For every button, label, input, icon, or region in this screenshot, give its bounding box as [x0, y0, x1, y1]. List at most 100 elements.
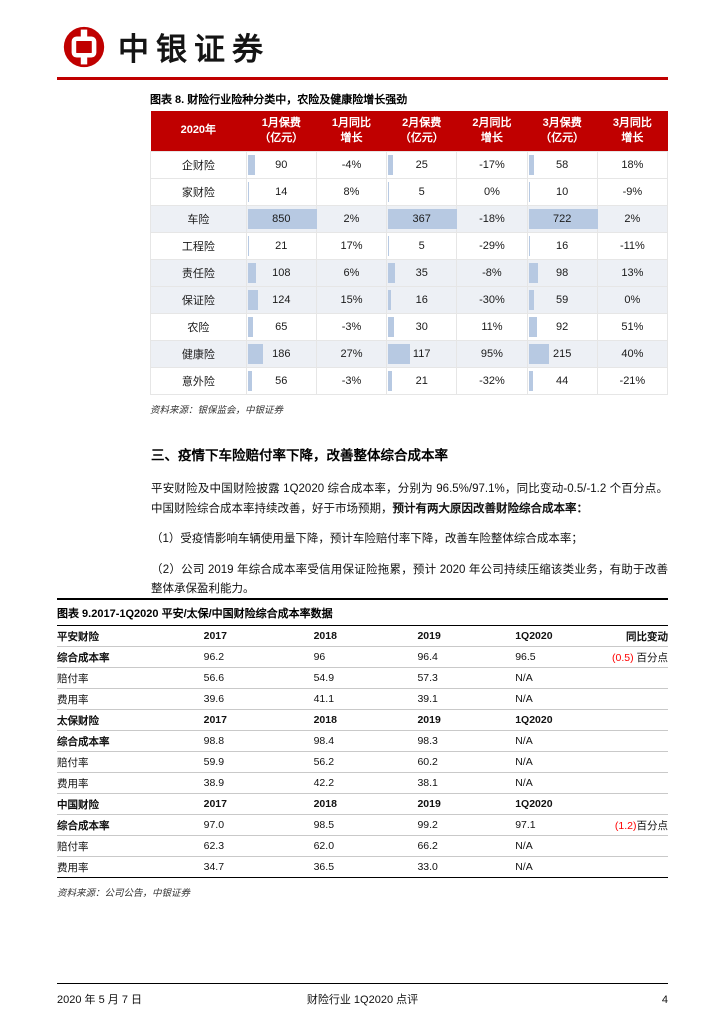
m3-yoy-cell: 51% — [596, 312, 669, 341]
section-year — [588, 709, 668, 731]
m1-premium-cell: 124 — [245, 285, 317, 314]
row-label: 农险 — [150, 312, 247, 341]
section-name: 平安财险 — [57, 625, 204, 647]
metric-value: 96.2 — [203, 646, 314, 668]
m2-premium-cell: 367 — [386, 204, 458, 233]
data-bar — [528, 343, 550, 364]
figure8-table: 2020年 1月保费 （亿元） 1月同比 增长 2月保费 （亿元） 2月同比 增长 3月… — [150, 111, 669, 395]
m2-yoy-cell: -30% — [456, 285, 528, 314]
yoy-change-cell: (0.5) 百分点 — [588, 646, 668, 668]
section-name: 中国财险 — [57, 793, 204, 815]
metric-value: 96.4 — [417, 646, 516, 668]
m1-yoy-cell: 17% — [315, 231, 388, 260]
metric-value: 60.2 — [417, 751, 516, 773]
metric-value: 96 — [313, 646, 418, 668]
m2-yoy-cell: 0% — [456, 177, 528, 206]
metric-value: N/A — [515, 772, 589, 794]
m1-premium-cell: 90 — [245, 150, 317, 179]
m1-premium-cell: 186 — [245, 339, 317, 368]
figure9-source: 资料来源：公司公告，中银证券 — [57, 888, 191, 899]
m1-premium-cell: 65 — [245, 312, 317, 341]
col-m2-premium: 2月保费 （亿元） — [386, 111, 457, 152]
m2-premium-cell: 25 — [386, 150, 458, 179]
section-year — [588, 793, 668, 815]
m1-yoy-cell: 6% — [315, 258, 388, 287]
section-name: 太保财险 — [57, 709, 204, 731]
data-bar — [528, 262, 538, 283]
figure9-section-header: 中国财险 2017 2018 2019 1Q2020 — [57, 793, 668, 815]
boc-logo-icon — [63, 26, 105, 67]
data-bar — [388, 262, 395, 283]
figure8-title: 图表 8. 财险行业险种分类中，农险及健康险增长强劲 — [150, 94, 408, 106]
footer-date: 2020 年 5 月 7 日 — [57, 994, 142, 1006]
section-year: 2018 — [313, 793, 418, 815]
m2-premium-cell: 117 — [386, 339, 458, 368]
yoy-change-cell — [588, 856, 668, 878]
m2-premium-cell: 5 — [386, 231, 458, 260]
metric-value: 62.3 — [203, 835, 314, 857]
m2-yoy-cell: -29% — [456, 231, 528, 260]
section-year: 1Q2020 — [515, 793, 589, 815]
figure8-row: 家财险 14 8% 5 0% 10 -9% — [150, 177, 669, 206]
m3-yoy-cell: -21% — [596, 366, 669, 395]
m2-yoy-cell: -18% — [456, 204, 528, 233]
col-m1-yoy: 1月同比 增长 — [316, 111, 387, 152]
metric-value: 41.1 — [313, 688, 418, 710]
data-bar — [247, 235, 250, 256]
figure8-row: 企财险 90 -4% 25 -17% 58 18% — [150, 150, 669, 179]
metric-label: 赔付率 — [57, 835, 204, 857]
data-bar — [528, 235, 531, 256]
m3-premium-cell: 44 — [526, 366, 598, 395]
brand-header: 中银证券 — [62, 24, 270, 69]
yoy-change-cell: (1.2)百分点 — [588, 814, 668, 836]
m2-yoy-cell: -17% — [456, 150, 528, 179]
data-bar — [388, 235, 390, 256]
figure9-row: 赔付率 59.9 56.2 60.2 N/A — [57, 751, 668, 773]
figure9-table: 平安财险 2017 2018 2019 1Q2020 同比变动 综合成本率 96.2 96 96.… — [57, 625, 668, 878]
m1-yoy-cell: -3% — [315, 312, 388, 341]
metric-value: 38.9 — [203, 772, 314, 794]
footer-page-number: 4 — [661, 994, 668, 1006]
data-bar — [388, 289, 392, 310]
metric-value: 98.8 — [203, 730, 314, 752]
yoy-change-cell — [588, 835, 668, 857]
metric-value: 54.9 — [313, 667, 418, 689]
row-label: 车险 — [150, 204, 247, 233]
m3-yoy-cell: 0% — [596, 285, 669, 314]
m2-premium-cell: 21 — [386, 366, 458, 395]
section-heading: 三、疫情下车险赔付率下降，改善整体综合成本率 — [151, 448, 448, 463]
section-year: 同比变动 — [588, 625, 668, 647]
section-year: 2019 — [417, 625, 516, 647]
data-bar — [528, 370, 533, 391]
metric-label: 费用率 — [57, 772, 204, 794]
figure8-header-row: 2020年 1月保费 （亿元） 1月同比 增长 2月保费 （亿元） 2月同比 增长 3月… — [150, 111, 668, 152]
m2-yoy-cell: -8% — [456, 258, 528, 287]
figure9-title: 图表 9.2017-1Q2020 平安/太保/中国财险综合成本率数据 — [57, 598, 668, 621]
section-year: 1Q2020 — [515, 709, 589, 731]
m3-premium-cell: 58 — [526, 150, 598, 179]
col-m1-premium: 1月保费 （亿元） — [246, 111, 317, 152]
row-label: 责任险 — [150, 258, 247, 287]
m3-yoy-cell: 13% — [596, 258, 669, 287]
col-m2-yoy: 2月同比 增长 — [456, 111, 528, 152]
metric-value: N/A — [515, 730, 589, 752]
data-bar — [528, 289, 535, 310]
m1-yoy-cell: -3% — [315, 366, 388, 395]
figure8-row: 工程险 21 17% 5 -29% 16 -11% — [150, 231, 669, 260]
figure8-row: 农险 65 -3% 30 11% 92 51% — [150, 312, 669, 341]
col-m3-premium: 3月保费 （亿元） — [527, 111, 598, 152]
figure9-block: 图表 9.2017-1Q2020 平安/太保/中国财险综合成本率数据 平安财险 2… — [57, 598, 668, 899]
metric-value: 98.4 — [313, 730, 418, 752]
data-bar — [528, 316, 538, 337]
m1-yoy-cell: -4% — [315, 150, 388, 179]
m3-premium-cell: 16 — [526, 231, 598, 260]
m3-premium-cell: 722 — [526, 204, 598, 233]
data-bar — [388, 370, 393, 391]
figure9-row: 费用率 34.7 36.5 33.0 N/A — [57, 856, 668, 878]
m1-premium-cell: 14 — [245, 177, 317, 206]
yoy-change-cell — [588, 667, 668, 689]
figure9-row: 综合成本率 97.0 98.5 99.2 97.1 (1.2)百分点 — [57, 814, 668, 836]
metric-label: 费用率 — [57, 688, 204, 710]
metric-value: N/A — [515, 751, 589, 773]
